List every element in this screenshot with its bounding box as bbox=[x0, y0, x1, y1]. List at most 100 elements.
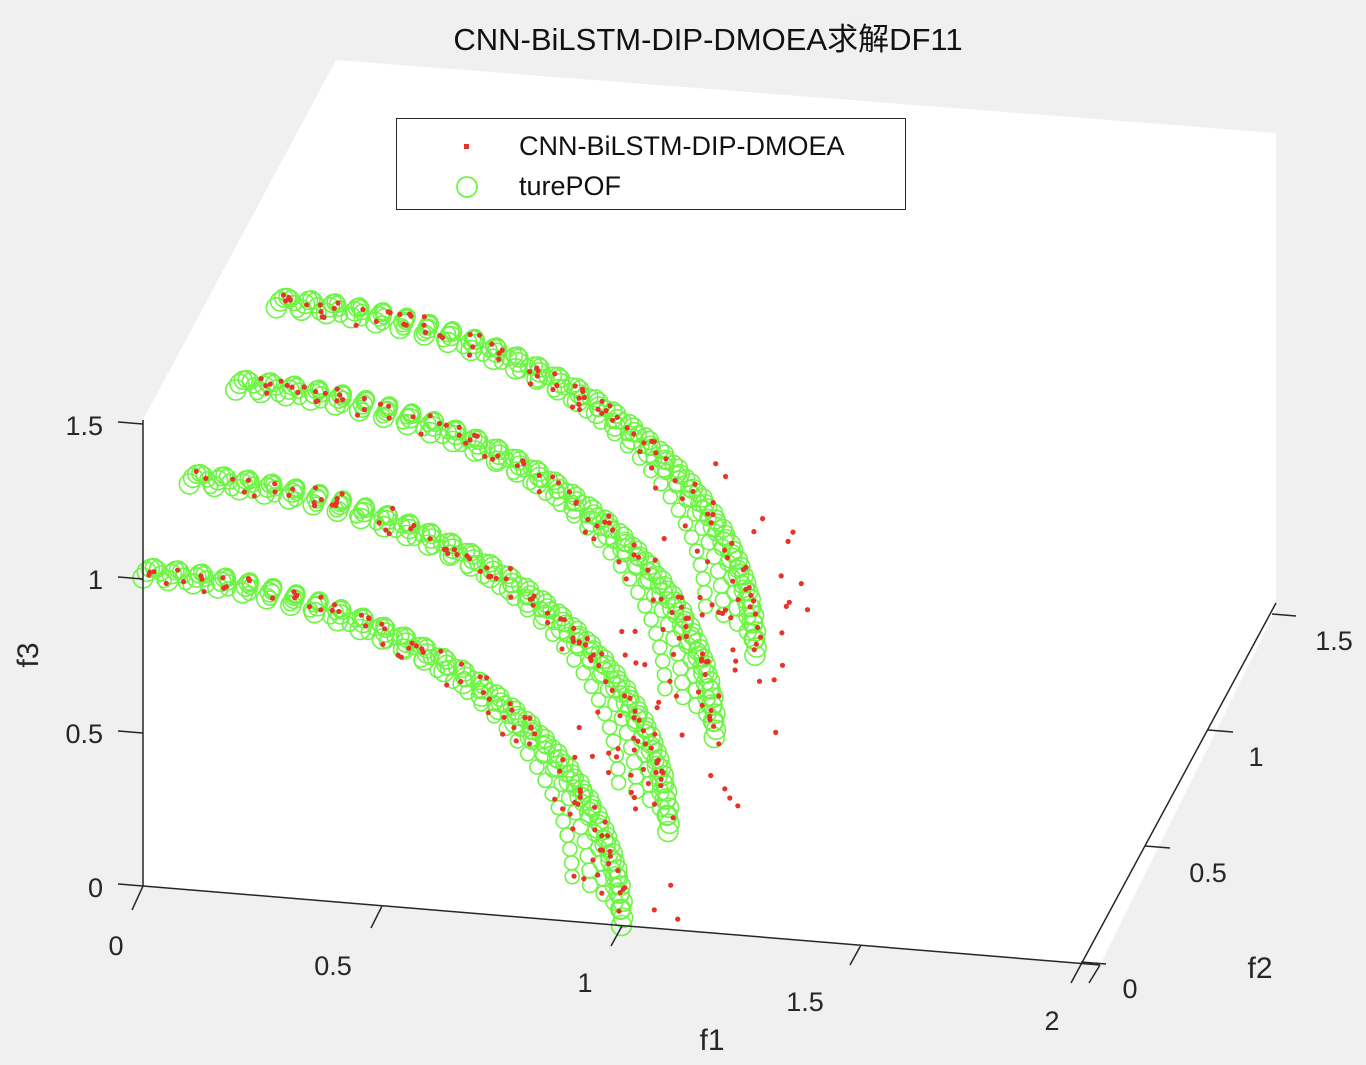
algorithm-point bbox=[631, 431, 637, 437]
algorithm-point bbox=[477, 568, 483, 575]
pof-point bbox=[397, 313, 414, 331]
pof-point bbox=[680, 479, 698, 498]
pof-point bbox=[688, 543, 705, 559]
pof-point bbox=[668, 465, 687, 484]
algorithm-point bbox=[679, 496, 686, 502]
algorithm-point bbox=[631, 542, 637, 548]
algorithm-point bbox=[682, 523, 688, 529]
pof-point bbox=[612, 557, 629, 574]
pof-point bbox=[659, 615, 677, 633]
pof-point bbox=[287, 491, 304, 508]
algorithm-point bbox=[708, 520, 714, 526]
algorithm-point bbox=[654, 705, 660, 711]
pof-point bbox=[220, 581, 236, 597]
algorithm-point bbox=[554, 382, 560, 388]
algorithm-point bbox=[582, 529, 589, 535]
algorithm-point bbox=[699, 702, 705, 708]
algorithm-point bbox=[413, 643, 419, 649]
pof-point bbox=[659, 813, 680, 835]
pof-point bbox=[639, 561, 658, 580]
algorithm-point bbox=[397, 311, 403, 317]
algorithm-point bbox=[456, 424, 462, 430]
algorithm-point bbox=[390, 505, 396, 511]
algorithm-point bbox=[545, 619, 551, 626]
algorithm-point bbox=[284, 382, 290, 388]
algorithm-point bbox=[690, 488, 696, 494]
algorithm-point bbox=[779, 630, 785, 636]
pof-point bbox=[368, 514, 385, 531]
pof-point bbox=[564, 494, 582, 512]
pof-point bbox=[553, 775, 570, 793]
pof-point bbox=[699, 508, 717, 527]
algorithm-point bbox=[651, 801, 658, 807]
pof-point bbox=[657, 680, 673, 697]
algorithm-point bbox=[683, 633, 690, 640]
algorithm-point bbox=[713, 461, 719, 467]
algorithm-point bbox=[361, 407, 367, 413]
algorithm-point bbox=[616, 559, 622, 565]
algorithm-point bbox=[773, 729, 779, 736]
algorithm-point bbox=[408, 526, 414, 532]
f2-tick-0: 0 bbox=[1122, 974, 1137, 1004]
algorithm-point bbox=[334, 496, 340, 502]
algorithm-point bbox=[269, 595, 276, 601]
algorithm-point bbox=[427, 413, 433, 419]
pof-point bbox=[628, 547, 647, 566]
algorithm-point bbox=[653, 485, 659, 491]
pof-point bbox=[690, 494, 708, 512]
pof-point bbox=[637, 573, 655, 590]
pof-point bbox=[353, 310, 370, 327]
algorithm-point bbox=[670, 815, 676, 821]
pof-point bbox=[186, 567, 207, 588]
algorithm-point bbox=[757, 634, 764, 640]
pof-point bbox=[519, 602, 536, 618]
pof-point bbox=[422, 648, 440, 666]
algorithm-point bbox=[642, 741, 649, 747]
pof-point bbox=[423, 411, 441, 430]
algorithm-point bbox=[287, 297, 293, 303]
algorithm-point bbox=[656, 699, 662, 705]
f2-tick-0.5: 0.5 bbox=[1189, 858, 1227, 888]
algorithm-point bbox=[507, 701, 513, 707]
pof-point bbox=[601, 719, 618, 736]
algorithm-point bbox=[147, 569, 153, 575]
algorithm-point bbox=[645, 567, 651, 573]
algorithm-point bbox=[411, 522, 417, 529]
algorithm-point bbox=[443, 422, 449, 428]
pof-point bbox=[602, 520, 621, 539]
algorithm-point bbox=[408, 313, 414, 319]
algorithm-point bbox=[595, 709, 601, 715]
algorithm-point bbox=[597, 847, 604, 853]
algorithm-point bbox=[514, 463, 521, 469]
algorithm-point bbox=[318, 607, 324, 613]
pof-point bbox=[529, 759, 545, 775]
pof-point bbox=[469, 554, 486, 572]
algorithm-point bbox=[427, 536, 433, 542]
pof-point bbox=[578, 506, 596, 524]
pof-point bbox=[245, 377, 263, 394]
f1-tick-1: 1 bbox=[577, 968, 592, 998]
pof-point bbox=[532, 600, 550, 618]
algorithm-point bbox=[571, 625, 577, 632]
algorithm-point bbox=[331, 602, 338, 608]
algorithm-point bbox=[286, 492, 292, 498]
algorithm-point bbox=[783, 603, 789, 610]
pof-point bbox=[686, 505, 704, 522]
pof-point bbox=[348, 508, 365, 524]
pof-point bbox=[474, 346, 491, 362]
algorithm-point bbox=[649, 465, 655, 471]
pof-point bbox=[612, 685, 630, 703]
algorithm-point bbox=[603, 408, 609, 414]
legend[interactable]: CNN-BiLSTM-DIP-DMOEA turePOF bbox=[396, 118, 906, 210]
algorithm-point bbox=[798, 581, 804, 587]
algorithm-point bbox=[383, 527, 389, 533]
pof-point bbox=[199, 577, 215, 594]
algorithm-point bbox=[735, 803, 741, 809]
pof-point bbox=[451, 544, 468, 562]
algorithm-point bbox=[353, 322, 359, 328]
algorithm-point bbox=[495, 453, 501, 459]
algorithm-point bbox=[641, 440, 647, 446]
pof-point bbox=[266, 479, 283, 497]
algorithm-point bbox=[280, 292, 286, 298]
